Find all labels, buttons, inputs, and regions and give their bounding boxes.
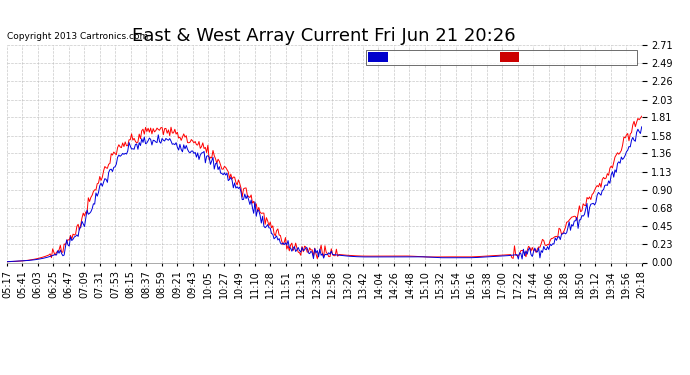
Text: Copyright 2013 Cartronics.com: Copyright 2013 Cartronics.com xyxy=(7,32,148,40)
Legend: East Array  (DC Amps), West Array  (DC Amps): East Array (DC Amps), West Array (DC Amp… xyxy=(366,50,637,65)
Title: East & West Array Current Fri Jun 21 20:26: East & West Array Current Fri Jun 21 20:… xyxy=(132,27,516,45)
